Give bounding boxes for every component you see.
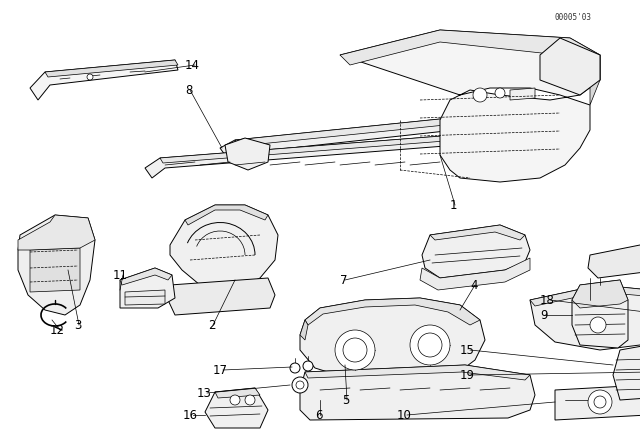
- Polygon shape: [30, 248, 80, 292]
- Polygon shape: [530, 285, 640, 350]
- Polygon shape: [225, 138, 270, 170]
- Polygon shape: [18, 215, 95, 250]
- Polygon shape: [555, 385, 640, 420]
- Text: 00005'03: 00005'03: [554, 13, 591, 22]
- Text: 10: 10: [397, 409, 412, 422]
- Circle shape: [87, 74, 93, 80]
- Circle shape: [245, 395, 255, 405]
- Polygon shape: [420, 258, 530, 290]
- Text: 1: 1: [450, 198, 458, 211]
- Polygon shape: [510, 88, 535, 100]
- Polygon shape: [185, 205, 268, 225]
- Polygon shape: [588, 245, 640, 282]
- Polygon shape: [430, 225, 525, 240]
- Text: 11: 11: [113, 268, 128, 281]
- Text: 9: 9: [540, 309, 547, 322]
- Polygon shape: [305, 365, 530, 380]
- Text: 7: 7: [340, 273, 348, 287]
- Polygon shape: [220, 118, 455, 162]
- Polygon shape: [18, 215, 95, 315]
- Text: 13: 13: [197, 387, 212, 400]
- Circle shape: [290, 363, 300, 373]
- Text: 17: 17: [213, 363, 228, 376]
- Polygon shape: [540, 38, 600, 95]
- Polygon shape: [305, 298, 480, 325]
- Polygon shape: [168, 278, 275, 315]
- Polygon shape: [530, 285, 640, 315]
- Text: 8: 8: [185, 83, 193, 96]
- Text: 3: 3: [74, 319, 81, 332]
- Circle shape: [230, 395, 240, 405]
- Circle shape: [303, 361, 313, 371]
- Polygon shape: [215, 388, 260, 398]
- Polygon shape: [120, 268, 175, 308]
- Circle shape: [588, 390, 612, 414]
- Polygon shape: [300, 320, 308, 340]
- Polygon shape: [613, 345, 640, 400]
- Polygon shape: [160, 135, 458, 163]
- Text: 19: 19: [460, 369, 475, 382]
- Text: 12: 12: [50, 323, 65, 336]
- Circle shape: [473, 88, 487, 102]
- Circle shape: [296, 381, 304, 389]
- Polygon shape: [300, 365, 535, 420]
- Circle shape: [292, 377, 308, 393]
- Circle shape: [590, 317, 606, 333]
- Polygon shape: [340, 30, 600, 65]
- Text: 5: 5: [342, 393, 349, 406]
- Text: 4: 4: [470, 279, 477, 292]
- Polygon shape: [145, 135, 458, 178]
- Text: 18: 18: [540, 293, 555, 306]
- Polygon shape: [30, 60, 178, 100]
- Circle shape: [495, 88, 505, 98]
- Polygon shape: [125, 290, 165, 305]
- Polygon shape: [300, 298, 485, 382]
- Polygon shape: [590, 55, 600, 105]
- Polygon shape: [572, 280, 628, 348]
- Circle shape: [410, 325, 450, 365]
- Circle shape: [418, 333, 442, 357]
- Text: 15: 15: [460, 344, 475, 357]
- Polygon shape: [572, 280, 628, 308]
- Circle shape: [343, 338, 367, 362]
- Polygon shape: [340, 30, 600, 182]
- Text: 14: 14: [185, 59, 200, 72]
- Polygon shape: [205, 388, 268, 428]
- Polygon shape: [120, 268, 172, 285]
- Circle shape: [594, 396, 606, 408]
- Polygon shape: [170, 205, 278, 290]
- Circle shape: [335, 330, 375, 370]
- Text: 16: 16: [183, 409, 198, 422]
- Text: 2: 2: [208, 319, 216, 332]
- Polygon shape: [45, 60, 178, 77]
- Polygon shape: [422, 225, 530, 278]
- Polygon shape: [235, 118, 455, 146]
- Text: 6: 6: [315, 409, 323, 422]
